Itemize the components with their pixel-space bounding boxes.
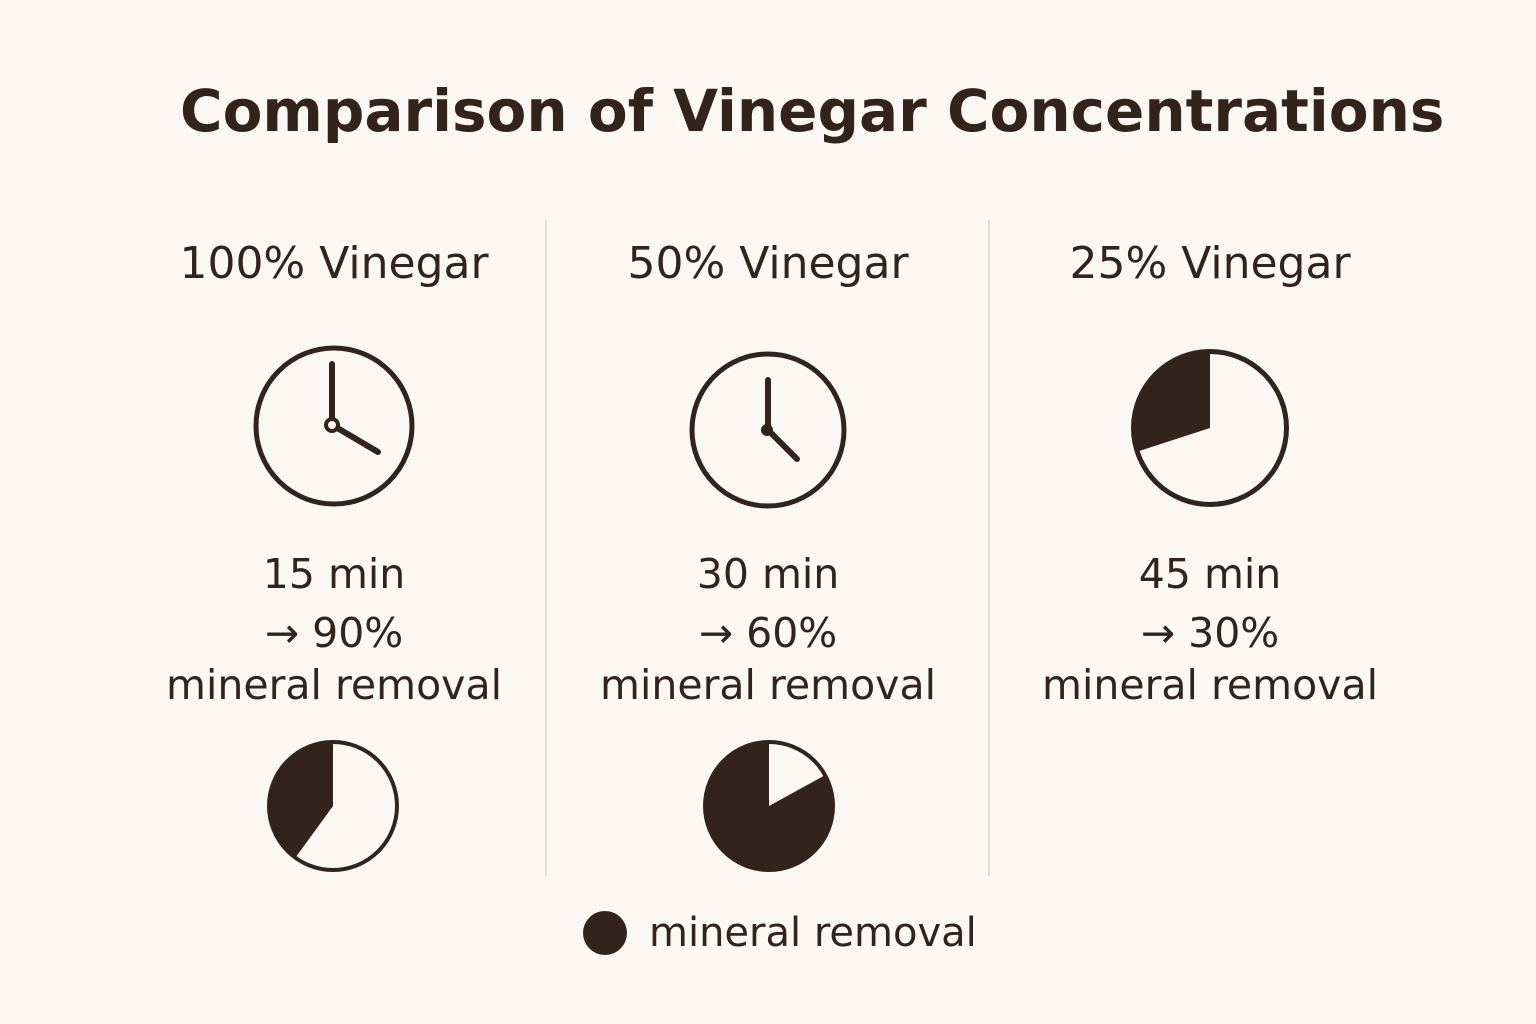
- column-stats: 15 min → 90% mineral removal: [124, 545, 544, 715]
- time-label: 15 min: [262, 550, 406, 598]
- chart-title: Comparison of Vinegar Concentrations: [180, 77, 1445, 145]
- clock-center: [761, 424, 773, 436]
- column-stats: 45 min → 30% mineral removal: [1000, 545, 1420, 715]
- legend: mineral removal: [583, 909, 977, 957]
- pie-slice-icon: [1133, 351, 1210, 452]
- column-divider-2: [988, 220, 990, 876]
- clock-minute-hand: [331, 423, 381, 455]
- result-label: → 60%: [698, 609, 838, 657]
- concentration-column-50: 50% Vinegar 30 min → 60% mineral removal: [558, 238, 978, 709]
- result-label: → 90%: [264, 609, 404, 657]
- pie-slice-mineral-removal: [269, 742, 333, 858]
- column-heading: 100% Vinegar: [179, 238, 489, 289]
- pie-outline: [1131, 349, 1289, 507]
- pie-slice-mineral-removal: [705, 742, 833, 870]
- concentration-column-25: 25% Vinegar 45 min → 30% mineral removal: [1000, 238, 1420, 709]
- legend-swatch: [583, 911, 627, 955]
- column-stats: 30 min → 60% mineral removal: [558, 545, 978, 715]
- pie-icon: [1131, 349, 1289, 507]
- time-label: 45 min: [1138, 550, 1282, 598]
- clock-icon: [689, 351, 847, 509]
- legend-label: mineral removal: [649, 910, 977, 956]
- result-label: → 30%: [1140, 609, 1280, 657]
- metric-label: mineral removal: [166, 661, 502, 709]
- column-heading: 25% Vinegar: [1069, 238, 1351, 289]
- mineral-removal-pie: [703, 740, 835, 872]
- clock-face: [253, 345, 415, 507]
- column-divider-1: [545, 220, 547, 876]
- pie-outline: [267, 740, 399, 872]
- pie-outline: [703, 740, 835, 872]
- clock-minute-hand: [765, 427, 800, 462]
- clock-face: [689, 351, 847, 509]
- metric-label: mineral removal: [1042, 661, 1378, 709]
- concentration-column-100: 100% Vinegar 15 min → 90% mineral remova…: [124, 238, 544, 709]
- clock-icon: [253, 345, 415, 507]
- clock-center: [324, 417, 340, 433]
- metric-label: mineral removal: [600, 661, 936, 709]
- mineral-removal-pie: [267, 740, 399, 872]
- time-label: 30 min: [696, 550, 840, 598]
- column-heading: 50% Vinegar: [627, 238, 909, 289]
